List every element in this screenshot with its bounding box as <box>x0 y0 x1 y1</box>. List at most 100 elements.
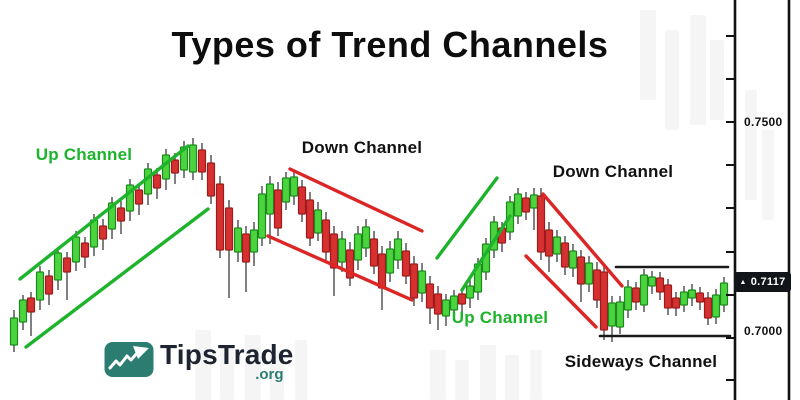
axis-price-label-7000: 0.7000 <box>744 324 783 338</box>
candle <box>719 277 729 312</box>
candle <box>441 294 451 326</box>
candle <box>361 219 371 257</box>
candle <box>188 138 198 180</box>
candle <box>281 172 291 210</box>
up-channel-2-line <box>435 176 499 260</box>
candle <box>449 290 459 320</box>
candle <box>536 188 546 260</box>
candle <box>233 220 243 262</box>
candle <box>552 230 562 262</box>
candle <box>671 292 681 316</box>
candle <box>592 262 602 308</box>
candle <box>576 250 586 302</box>
candle <box>465 280 475 308</box>
candle <box>425 276 435 324</box>
candle <box>417 263 427 302</box>
candle <box>18 295 28 330</box>
channel-label-down-channel: Down Channel <box>301 138 423 157</box>
candle <box>655 272 665 300</box>
candle <box>80 237 90 268</box>
page-title: Types of Trend Channels <box>171 24 609 65</box>
candle <box>197 143 207 180</box>
candle <box>241 226 251 292</box>
candle <box>35 266 45 310</box>
candle <box>206 155 216 204</box>
candle <box>71 231 81 271</box>
candle <box>125 179 135 221</box>
channel-lines-layer <box>18 144 732 349</box>
candle <box>62 252 72 300</box>
candle <box>409 256 419 306</box>
candle <box>687 284 697 306</box>
logo-name: TipsTrade <box>160 339 294 370</box>
candle <box>345 242 355 286</box>
candle <box>679 286 689 312</box>
candle <box>695 287 705 310</box>
candle <box>257 186 267 246</box>
candle <box>313 202 323 241</box>
candle <box>305 192 315 246</box>
candle <box>599 266 609 340</box>
candle <box>152 168 162 199</box>
candle <box>249 222 259 266</box>
candle <box>143 163 153 205</box>
candle <box>337 231 347 272</box>
axis-price-label-7500: 0.7500 <box>744 115 783 129</box>
candle <box>353 226 363 270</box>
current-price-badge: ▲ 0.7117 <box>734 272 791 292</box>
candle <box>329 226 339 296</box>
candle <box>385 241 395 282</box>
candle <box>401 243 411 284</box>
candle <box>26 292 36 336</box>
candle <box>161 149 171 190</box>
up-channel-1-line <box>18 144 190 281</box>
watermark-layer <box>195 10 774 400</box>
candle <box>433 286 443 330</box>
down-channel-2-line <box>541 192 624 288</box>
candle <box>9 310 19 352</box>
candle <box>711 289 721 324</box>
logo-tld: .org <box>255 366 284 383</box>
candle <box>297 180 307 222</box>
candle <box>615 296 625 334</box>
up-channel-1-line <box>24 207 210 349</box>
candle <box>393 231 403 269</box>
candle <box>273 182 283 236</box>
up-triangle-icon: ▲ <box>739 278 747 286</box>
channel-label-down-channel: Down Channel <box>552 162 674 181</box>
candle <box>639 269 649 312</box>
candle <box>623 280 633 318</box>
candle <box>215 176 225 258</box>
candle <box>321 212 331 260</box>
candle <box>568 244 578 277</box>
candle <box>377 246 387 310</box>
channel-label-up-channel: Up Channel <box>35 145 133 164</box>
candle <box>584 256 594 292</box>
candle <box>116 201 126 234</box>
candle <box>560 236 570 275</box>
tipstrade-logo: TipsTrade .org <box>104 341 294 382</box>
channel-label-up-channel: Up Channel <box>451 308 549 327</box>
down-channel-1-line <box>266 234 414 302</box>
down-channel-1-line <box>288 167 424 233</box>
candle <box>134 184 144 215</box>
candle <box>647 271 657 294</box>
channel-label-sideways-channel: Sideways Channel <box>564 352 718 371</box>
chart-line-icon <box>104 342 154 377</box>
candle <box>224 200 234 298</box>
candle <box>369 231 379 274</box>
candle <box>544 222 554 272</box>
logo-text: TipsTrade .org <box>160 339 294 383</box>
candle <box>53 247 63 290</box>
candle <box>289 170 299 205</box>
candle <box>631 282 641 310</box>
candle <box>607 296 617 342</box>
current-price-value: 0.7117 <box>750 276 786 288</box>
candle <box>703 292 713 325</box>
up-channel-2-line <box>460 214 512 292</box>
candle <box>663 279 673 315</box>
candle <box>44 270 54 305</box>
candles-layer <box>9 138 729 352</box>
candle <box>457 288 467 314</box>
